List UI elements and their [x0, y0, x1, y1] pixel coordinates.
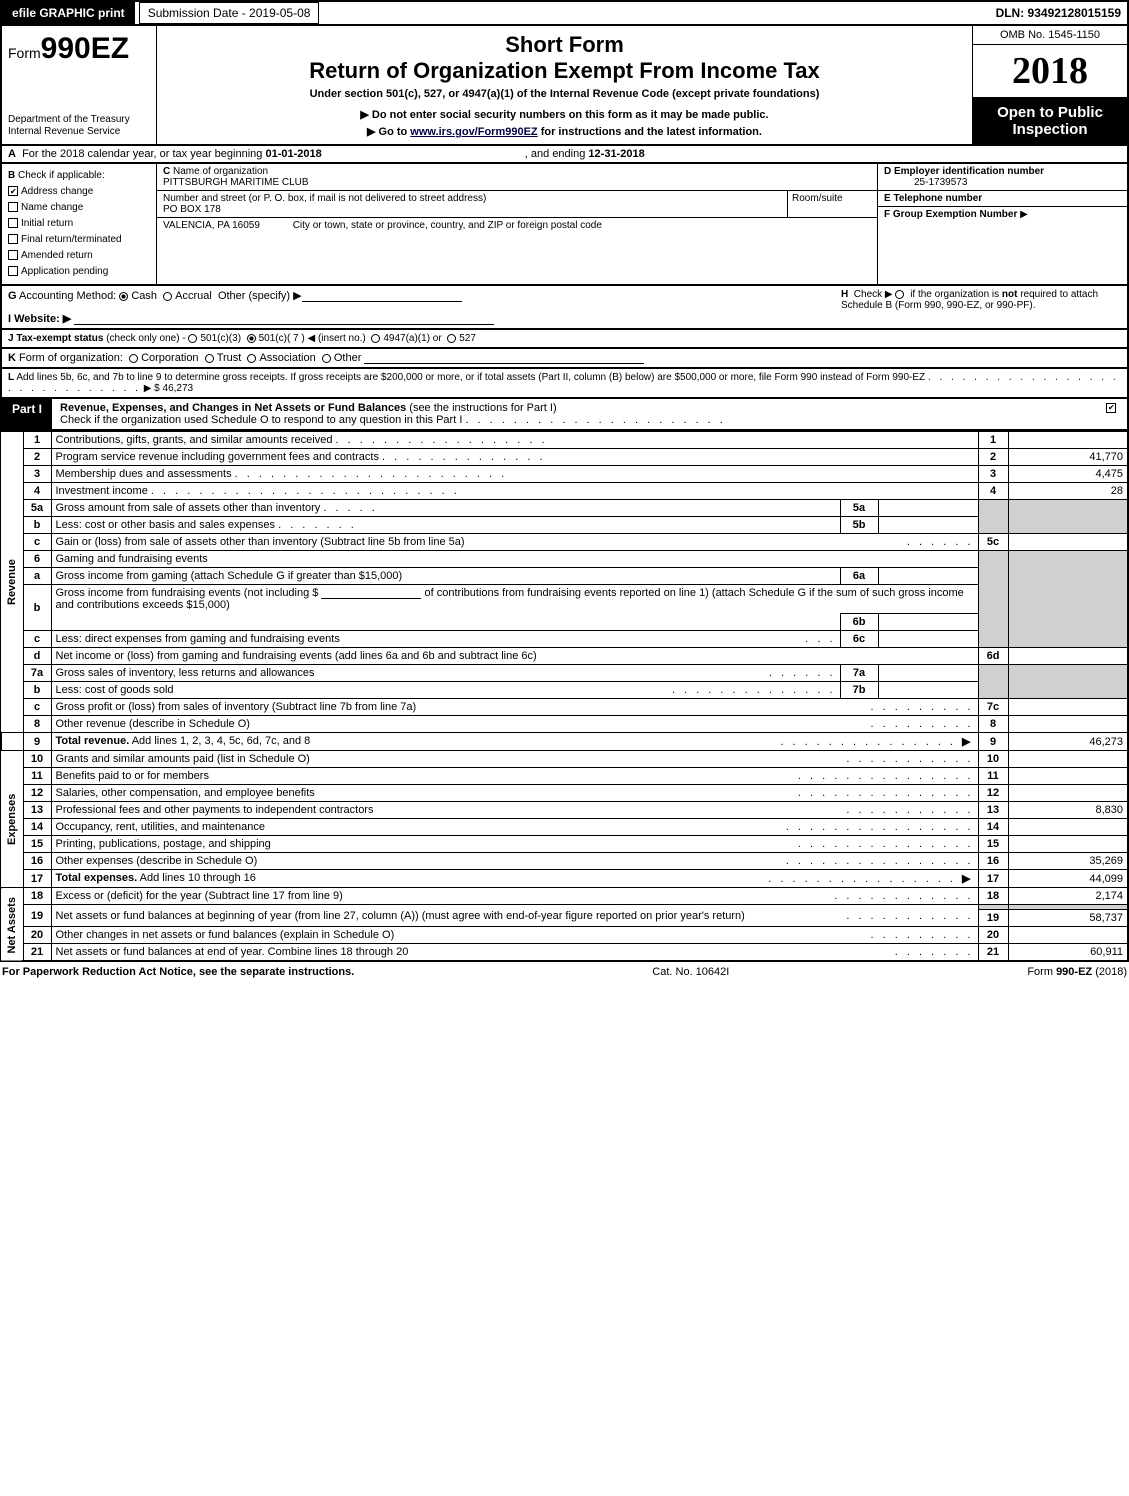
radio-assoc[interactable]: [247, 354, 256, 363]
cb-initial[interactable]: Initial return: [8, 216, 150, 232]
line-14: 14 Occupancy, rent, utilities, and maint…: [1, 819, 1128, 836]
radio-501c3[interactable]: [188, 334, 197, 343]
return-title: Return of Organization Exempt From Incom…: [167, 58, 962, 84]
omb-number: OMB No. 1545-1150: [973, 26, 1127, 45]
line-7c: c Gross profit or (loss) from sales of i…: [1, 699, 1128, 716]
line-6b-upper: b Gross income from fundraising events (…: [1, 585, 1128, 614]
line-5c: c Gain or (loss) from sale of assets oth…: [1, 534, 1128, 551]
efile-button[interactable]: efile GRAPHIC print: [2, 2, 135, 24]
short-form-title: Short Form: [167, 32, 962, 58]
line-3: 3 Membership dues and assessments . . . …: [1, 466, 1128, 483]
h-check: H Check ▶ if the organization is not req…: [841, 289, 1121, 311]
city-cell: VALENCIA, PA 16059 City or town, state o…: [157, 218, 877, 233]
street-cell: Number and street (or P. O. box, if mail…: [157, 191, 877, 218]
cb-final[interactable]: Final return/terminated: [8, 232, 150, 248]
line-6c: c Less: direct expenses from gaming and …: [1, 631, 1128, 648]
part1-label: Part I: [2, 399, 52, 429]
radio-527[interactable]: [447, 334, 456, 343]
form-ref: Form 990-EZ (2018): [1027, 966, 1127, 978]
side-net-assets: Net Assets: [1, 888, 23, 962]
line-4: 4 Investment income . . . . . . . . . . …: [1, 483, 1128, 500]
line-17: 17 Total expenses. Add lines 10 through …: [1, 870, 1128, 888]
side-expenses: Expenses: [1, 751, 23, 888]
line-6: 6 Gaming and fundraising events: [1, 551, 1128, 568]
row-l: L Add lines 5b, 6c, and 7b to line 9 to …: [0, 369, 1129, 399]
part1-header: Part I Revenue, Expenses, and Changes in…: [0, 399, 1129, 431]
submission-date: Submission Date - 2019-05-08: [139, 2, 320, 24]
line-11: 11 Benefits paid to or for members . . .…: [1, 768, 1128, 785]
line-7a: 7a Gross sales of inventory, less return…: [1, 665, 1128, 682]
line-5a: 5a Gross amount from sale of assets othe…: [1, 500, 1128, 517]
form-number: Form990EZ: [8, 32, 150, 66]
city: VALENCIA, PA 16059: [163, 220, 260, 231]
cb-name-change[interactable]: Name change: [8, 200, 150, 216]
line-7b: b Less: cost of goods sold . . . . . . .…: [1, 682, 1128, 699]
paperwork-notice: For Paperwork Reduction Act Notice, see …: [2, 966, 354, 978]
goto-link-row: ▶Go to www.irs.gov/Form990EZ for instruc…: [167, 125, 962, 138]
cb-amended[interactable]: Amended return: [8, 248, 150, 264]
radio-trust[interactable]: [205, 354, 214, 363]
row-gh: G Accounting Method: Cash Accrual Other …: [0, 286, 1129, 330]
line-6d: d Net income or (loss) from gaming and f…: [1, 648, 1128, 665]
row-k: K Form of organization: Corporation Trus…: [0, 349, 1129, 369]
h-checkbox[interactable]: [895, 290, 904, 299]
cb-address-change[interactable]: Address change: [8, 184, 150, 200]
line-8: 8 Other revenue (describe in Schedule O)…: [1, 716, 1128, 733]
radio-other[interactable]: [322, 354, 331, 363]
org-info-grid: B Check if applicable: Address change Na…: [0, 164, 1129, 286]
line-19-upper: 19 Net assets or fund balances at beginn…: [1, 905, 1128, 910]
row-j: J Tax-exempt status (check only one) - 5…: [0, 330, 1129, 349]
phone-cell: E Telephone number: [878, 191, 1127, 207]
do-not-enter: ▶Do not enter social security numbers on…: [167, 108, 962, 121]
dept-irs: Internal Revenue Service: [8, 126, 150, 138]
dept-treasury: Department of the Treasury: [8, 114, 150, 126]
irs-link[interactable]: www.irs.gov/Form990EZ: [410, 126, 537, 138]
line-6b-lower: 6b: [1, 614, 1128, 631]
tax-year: 2018: [973, 45, 1127, 98]
radio-cash[interactable]: [119, 292, 128, 301]
line-2: 2 Program service revenue including gove…: [1, 449, 1128, 466]
line-12: 12 Salaries, other compensation, and emp…: [1, 785, 1128, 802]
line-9: 9 Total revenue. Add lines 1, 2, 3, 4, 5…: [1, 733, 1128, 751]
part1-checkbox[interactable]: [1106, 403, 1116, 413]
col-b-checkboxes: B Check if applicable: Address change Na…: [2, 164, 157, 284]
org-name: PITTSBURGH MARITIME CLUB: [163, 177, 309, 188]
side-revenue: Revenue: [1, 432, 23, 733]
open-to-public: Open to PublicInspection: [973, 98, 1127, 144]
line-1: Revenue 1 Contributions, gifts, grants, …: [1, 432, 1128, 449]
line-6a: a Gross income from gaming (attach Sched…: [1, 568, 1128, 585]
l-amount: $ 46,273: [154, 383, 193, 394]
ein-cell: D Employer identification number 25-1739…: [878, 164, 1127, 191]
group-exemption-cell: F Group Exemption Number ▶: [878, 207, 1127, 284]
cat-no: Cat. No. 10642I: [652, 966, 729, 978]
radio-accrual[interactable]: [163, 292, 172, 301]
page-footer: For Paperwork Reduction Act Notice, see …: [0, 962, 1129, 982]
dln: DLN: 93492128015159: [996, 6, 1127, 20]
line-10: Expenses 10 Grants and similar amounts p…: [1, 751, 1128, 768]
line-16: 16 Other expenses (describe in Schedule …: [1, 853, 1128, 870]
line-5b: b Less: cost or other basis and sales ex…: [1, 517, 1128, 534]
radio-501c[interactable]: [247, 334, 256, 343]
lines-table: Revenue 1 Contributions, gifts, grants, …: [0, 431, 1129, 962]
top-bar: efile GRAPHIC print Submission Date - 20…: [0, 0, 1129, 26]
line-20: 20 Other changes in net assets or fund b…: [1, 927, 1128, 944]
radio-corp[interactable]: [129, 354, 138, 363]
form-header: Form990EZ Department of the Treasury Int…: [0, 26, 1129, 146]
ein: 25-1739573: [914, 177, 967, 188]
cb-pending[interactable]: Application pending: [8, 264, 150, 280]
street: PO BOX 178: [163, 204, 221, 215]
line-15: 15 Printing, publications, postage, and …: [1, 836, 1128, 853]
line-21: 21 Net assets or fund balances at end of…: [1, 944, 1128, 962]
line-13: 13 Professional fees and other payments …: [1, 802, 1128, 819]
org-name-cell: C Name of organization PITTSBURGH MARITI…: [157, 164, 877, 191]
radio-4947[interactable]: [371, 334, 380, 343]
under-section: Under section 501(c), 527, or 4947(a)(1)…: [167, 88, 962, 100]
line-18: Net Assets 18 Excess or (deficit) for th…: [1, 888, 1128, 905]
row-a: A For the 2018 calendar year, or tax yea…: [0, 146, 1129, 164]
